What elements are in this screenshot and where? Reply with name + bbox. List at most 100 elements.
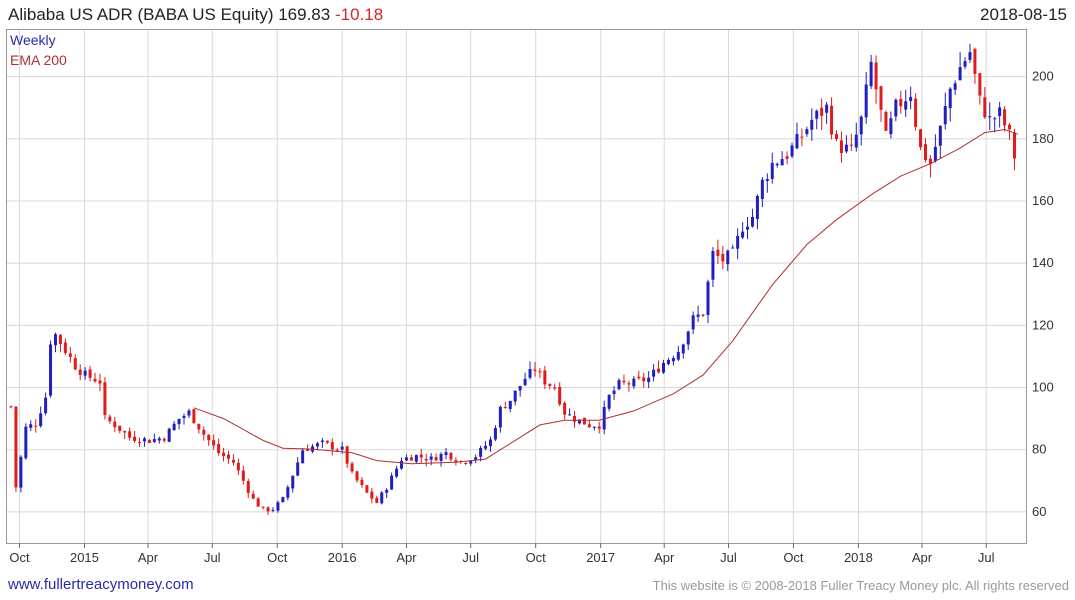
candle-body xyxy=(597,426,601,429)
candle-body xyxy=(9,406,13,408)
candle-body xyxy=(716,249,720,256)
candle-body xyxy=(503,407,507,409)
x-tick-label: Apr xyxy=(138,550,159,565)
candle-body xyxy=(553,387,557,389)
candle-body xyxy=(58,334,62,345)
candle-body xyxy=(686,331,690,345)
candle-body xyxy=(652,369,656,377)
candle-body xyxy=(543,370,547,385)
candle-body xyxy=(19,456,23,488)
candle-body xyxy=(760,179,764,200)
candle-body xyxy=(414,455,418,462)
candle-body xyxy=(108,416,112,422)
candle-body xyxy=(820,107,824,116)
candle-body xyxy=(839,140,843,154)
candle-body xyxy=(607,395,611,409)
candle-body xyxy=(790,145,794,157)
candle-body xyxy=(696,314,700,317)
candle-body xyxy=(662,362,666,373)
candle-body xyxy=(484,445,488,449)
candle-body xyxy=(419,454,423,458)
candle-body xyxy=(750,216,754,227)
candle-body xyxy=(315,443,319,447)
y-tick-label: 200 xyxy=(1032,69,1054,84)
candle-body xyxy=(1012,132,1016,159)
candle-body xyxy=(370,491,374,499)
candle-body xyxy=(864,84,868,118)
candle-body xyxy=(854,134,858,148)
candle-body xyxy=(390,475,394,490)
candle-body xyxy=(958,67,962,81)
candle-body xyxy=(197,423,201,430)
x-tick-label: Jul xyxy=(462,550,479,565)
candle-body xyxy=(874,62,878,90)
candle-body xyxy=(592,426,596,428)
candle-body xyxy=(731,247,735,249)
candle-body xyxy=(256,498,260,507)
candle-body xyxy=(800,136,804,138)
x-tick-label: Oct xyxy=(267,550,288,565)
x-tick-label: Oct xyxy=(783,550,804,565)
candle-body xyxy=(741,231,745,238)
candle-body xyxy=(147,439,151,443)
candle-body xyxy=(44,397,48,414)
candle-body xyxy=(726,250,730,265)
candle-body xyxy=(919,129,923,148)
candle-body xyxy=(770,162,774,179)
website-link[interactable]: www.fullertreacymoney.com xyxy=(8,576,194,593)
candle-body xyxy=(518,386,522,391)
ema-200-line xyxy=(193,128,1019,465)
candle-body xyxy=(261,506,265,508)
candle-body xyxy=(627,383,631,385)
candle-body xyxy=(998,107,1002,117)
candle-body xyxy=(360,479,364,485)
candle-body xyxy=(320,440,324,442)
candle-body xyxy=(103,382,107,416)
candle-body xyxy=(212,440,216,446)
candle-body xyxy=(306,449,310,451)
candle-body xyxy=(296,462,300,476)
x-tick-label: Jul xyxy=(204,550,221,565)
x-tick-label: 2016 xyxy=(328,550,357,565)
x-tick-label: 2017 xyxy=(586,550,615,565)
x-tick-label: Oct xyxy=(526,550,547,565)
candle-body xyxy=(943,106,947,125)
candle-body xyxy=(133,436,137,441)
candle-body xyxy=(632,378,636,387)
candle-body xyxy=(602,406,606,430)
candle-body xyxy=(222,452,226,456)
y-tick-label: 140 xyxy=(1032,255,1054,270)
candle-body xyxy=(152,439,156,442)
candle-body xyxy=(938,125,942,146)
candle-body xyxy=(251,493,255,499)
candle-body xyxy=(68,353,72,357)
candle-body xyxy=(805,129,809,135)
candle-body xyxy=(182,415,186,419)
candle-body xyxy=(217,444,221,454)
candle-body xyxy=(424,458,428,461)
candle-body xyxy=(409,457,413,461)
candle-body xyxy=(904,101,908,110)
candle-body xyxy=(993,118,997,120)
candle-body xyxy=(93,378,97,382)
candle-body xyxy=(138,442,142,444)
candle-body xyxy=(345,446,349,464)
candle-body xyxy=(983,97,987,118)
price-change: -10.18 xyxy=(334,5,384,24)
plot-area xyxy=(6,29,1027,544)
candle-body xyxy=(434,457,438,461)
candle-body xyxy=(271,509,275,511)
candle-body xyxy=(548,383,552,386)
candle-body xyxy=(849,144,853,146)
candle-body xyxy=(375,497,379,503)
candle-body xyxy=(666,359,670,365)
candle-body xyxy=(657,368,661,373)
candle-body xyxy=(879,86,883,110)
candle-body xyxy=(227,454,231,459)
candle-body xyxy=(869,61,873,87)
candle-body xyxy=(755,195,759,219)
candle-body xyxy=(202,429,206,435)
candle-body xyxy=(429,456,433,460)
candle-body xyxy=(464,462,468,464)
candle-body xyxy=(884,112,888,131)
